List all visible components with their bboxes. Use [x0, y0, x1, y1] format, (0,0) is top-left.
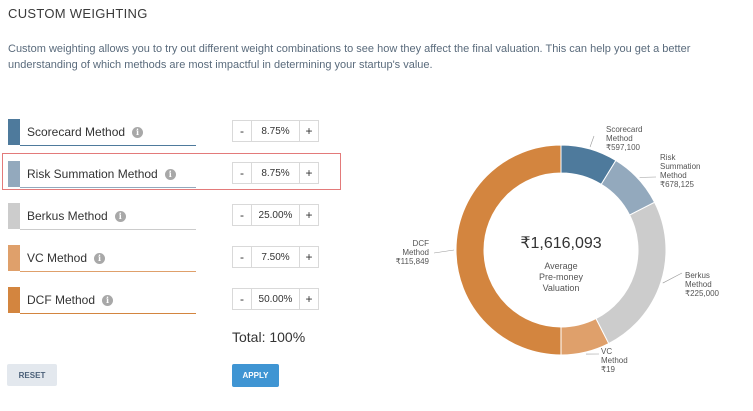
weight-stepper-berkus: - 25.00% + — [232, 204, 319, 226]
donut-slice-dcf-method[interactable] — [455, 144, 562, 356]
total-weight: Total: 100% — [232, 329, 306, 345]
method-underline — [20, 271, 196, 272]
increment-button[interactable]: + — [299, 288, 319, 310]
apply-button[interactable]: APPLY — [232, 364, 279, 387]
slice-leader-line — [662, 272, 683, 284]
increment-button[interactable]: + — [299, 162, 319, 184]
weight-input[interactable]: 8.75% — [252, 162, 299, 184]
method-row-berkus: Berkus Method i — [8, 203, 196, 230]
slice-leader-line — [589, 135, 595, 148]
slice-label-vc-method: VC Method ₹19 — [601, 347, 628, 374]
decrement-button[interactable]: - — [232, 162, 252, 184]
increment-button[interactable]: + — [299, 204, 319, 226]
info-icon[interactable]: i — [94, 253, 106, 264]
weight-input[interactable]: 7.50% — [252, 246, 299, 268]
method-underline — [20, 229, 196, 230]
weight-stepper-scorecard: - 8.75% + — [232, 120, 319, 142]
center-valuation-value: ₹1,616,093 — [520, 235, 601, 252]
weight-stepper-risk-summation: - 8.75% + — [232, 162, 319, 184]
method-row-scorecard: Scorecard Method i — [8, 119, 196, 146]
info-icon[interactable]: i — [132, 127, 144, 138]
vc-color-swatch — [8, 245, 20, 271]
info-icon[interactable]: i — [114, 211, 126, 222]
slice-label-dcf-method: DCF Method ₹115,849 — [396, 239, 430, 266]
donut-slice-berkus-method[interactable] — [595, 201, 667, 345]
slice-leader-line — [433, 249, 455, 254]
increment-button[interactable]: + — [299, 246, 319, 268]
section-title: CUSTOM WEIGHTING — [8, 6, 148, 21]
decrement-button[interactable]: - — [232, 120, 252, 142]
scorecard-color-swatch — [8, 119, 20, 145]
dcf-color-swatch — [8, 287, 20, 313]
method-label-vc: VC Method i — [27, 251, 106, 265]
section-description: Custom weighting allows you to try out d… — [8, 43, 691, 71]
donut-svg: Scorecard Method ₹597,100 Risk Summation Meth… — [396, 125, 720, 374]
decrement-button[interactable]: - — [232, 204, 252, 226]
method-underline — [20, 313, 196, 314]
weight-input[interactable]: 50.00% — [252, 288, 299, 310]
method-label-dcf: DCF Method i — [27, 293, 114, 307]
decrement-button[interactable]: - — [232, 288, 252, 310]
decrement-button[interactable]: - — [232, 246, 252, 268]
risk-summation-color-swatch — [8, 161, 20, 187]
method-row-vc: VC Method i — [8, 245, 196, 272]
berkus-color-swatch — [8, 203, 20, 229]
reset-button[interactable]: RESET — [7, 364, 57, 386]
slice-label-scorecard-method: Scorecard Method ₹597,100 — [606, 125, 642, 152]
info-icon[interactable]: i — [164, 169, 176, 180]
increment-button[interactable]: + — [299, 120, 319, 142]
method-label-scorecard: Scorecard Method i — [27, 125, 144, 139]
weight-stepper-vc: - 7.50% + — [232, 246, 319, 268]
method-row-risk-summation: Risk Summation Method i — [8, 161, 196, 188]
center-valuation-label: Average Pre-money Valuation — [539, 261, 584, 293]
slice-label-risk-summation-method: Risk Summation Method ₹678,125 — [660, 153, 700, 189]
weight-input[interactable]: 25.00% — [252, 204, 299, 226]
method-underline — [20, 145, 196, 146]
method-row-dcf: DCF Method i — [8, 287, 196, 314]
weight-input[interactable]: 8.75% — [252, 120, 299, 142]
method-underline — [20, 187, 196, 188]
slice-label-berkus-method: Berkus Method ₹225,000 — [685, 271, 720, 298]
valuation-donut-chart: Scorecard Method ₹597,100 Risk Summation Meth… — [380, 110, 753, 400]
method-label-risk-summation: Risk Summation Method i — [27, 167, 176, 181]
selected-row-highlight — [2, 153, 341, 190]
info-icon[interactable]: i — [102, 295, 114, 306]
weight-stepper-dcf: - 50.00% + — [232, 288, 319, 310]
method-label-berkus: Berkus Method i — [27, 209, 126, 223]
